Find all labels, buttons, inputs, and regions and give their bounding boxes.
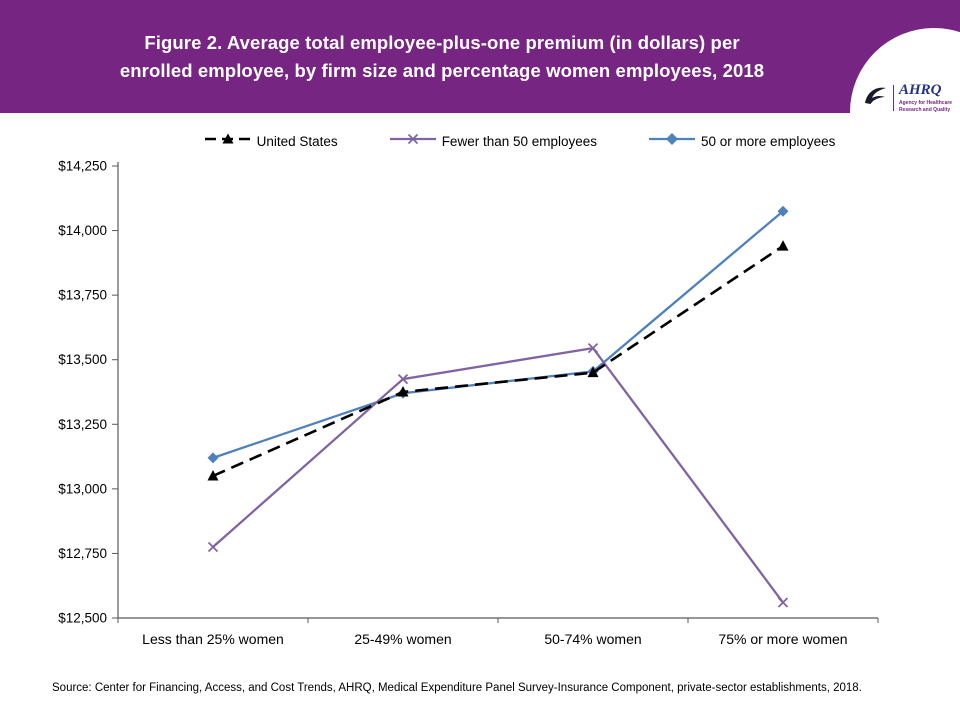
logo-text: AHRQ Agency for Healthcare Research and … bbox=[899, 83, 957, 113]
marker-triangle-icon bbox=[397, 386, 409, 397]
y-tick-label: $12,500 bbox=[58, 611, 107, 626]
marker-x-icon bbox=[587, 342, 599, 354]
figure-title-line-2: enrolled employee, by firm size and perc… bbox=[119, 59, 765, 81]
line-chart: $12,500 $12,750 $13,000 $13,250 $13,500 $13,7… bbox=[58, 159, 879, 647]
legend-label-fewer-than-50: Fewer than 50 employees bbox=[441, 133, 598, 149]
legend-item-fewer-than-50: Fewer than 50 employees bbox=[389, 132, 598, 151]
x-category-label: 75% or more women bbox=[718, 631, 847, 647]
marker-x-icon bbox=[777, 597, 789, 608]
x-category-label: Less than 25% women bbox=[142, 631, 284, 647]
series-line-united-states bbox=[212, 244, 784, 478]
logo-divider bbox=[893, 85, 894, 111]
legend-marker-fewer-than-50-icon bbox=[389, 132, 436, 151]
legend-item-united-states: United States bbox=[204, 132, 338, 151]
logo-org-name: AHRQ bbox=[899, 82, 942, 99]
y-tick-label: $13,750 bbox=[58, 288, 107, 303]
figure-title-line-1: Figure 2. Average total employee-plus-on… bbox=[144, 31, 740, 53]
y-tick-label: $14,000 bbox=[58, 223, 107, 238]
marker-triangle-icon bbox=[587, 366, 599, 378]
marker-x-icon bbox=[397, 373, 409, 385]
y-tick-label: $13,000 bbox=[58, 481, 107, 496]
x-category-label: 50-74% women bbox=[544, 631, 641, 647]
banner: Figure 2. Average total employee-plus-on… bbox=[0, 0, 960, 113]
logo-tagline: Agency for Healthcare Research and Quali… bbox=[899, 100, 953, 113]
y-tick-label: $13,500 bbox=[58, 352, 107, 367]
y-tick-label: $12,750 bbox=[58, 546, 107, 561]
marker-x-icon bbox=[207, 541, 219, 553]
source-note: Source: Center for Financing, Access, an… bbox=[52, 682, 862, 694]
marker-diamond-icon bbox=[207, 452, 219, 464]
series-line-50-or-more-employees bbox=[212, 210, 784, 459]
legend-label-50-or-more: 50 or more employees bbox=[701, 133, 836, 149]
y-tick-label: $13,250 bbox=[58, 417, 107, 432]
legend-label-united-states: United States bbox=[256, 133, 338, 149]
legend-marker-50-or-more-icon bbox=[649, 132, 696, 151]
legend-marker-united-states-icon bbox=[204, 132, 251, 151]
marker-triangle-icon bbox=[207, 469, 219, 481]
x-category-label: 25-49% women bbox=[354, 631, 451, 647]
figure-title: Figure 2. Average total employee-plus-on… bbox=[0, 29, 884, 85]
marker-diamond-icon bbox=[777, 205, 789, 217]
marker-triangle-icon bbox=[777, 240, 789, 251]
hhs-eagle-icon bbox=[862, 83, 888, 114]
ahrq-logo: AHRQ Agency for Healthcare Research and … bbox=[862, 83, 957, 114]
chart-legend: United States Fewer than 50 employees 50… bbox=[140, 131, 900, 151]
series-line-fewer-than-50-employees bbox=[212, 346, 784, 604]
y-tick-label: $14,250 bbox=[58, 159, 107, 174]
legend-item-50-or-more: 50 or more employees bbox=[649, 132, 835, 151]
